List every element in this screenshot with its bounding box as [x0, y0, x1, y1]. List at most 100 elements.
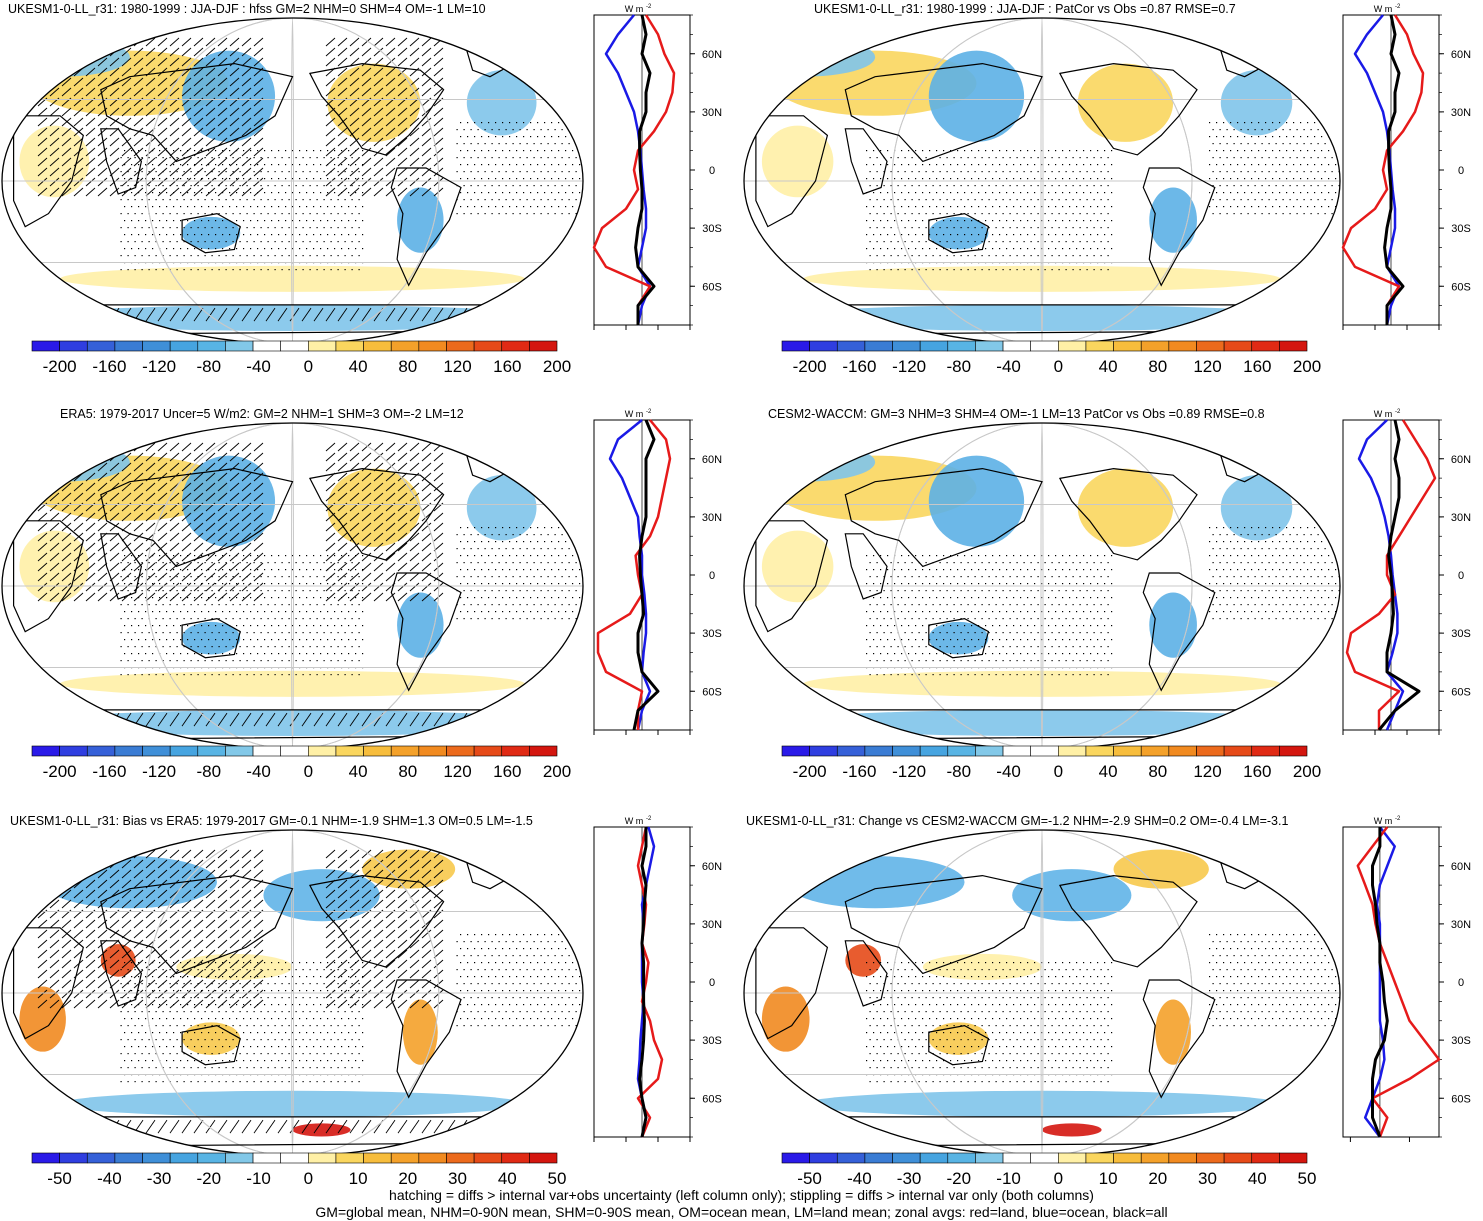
colorbar-tick-label: -40 — [246, 357, 271, 376]
colorbar-swatch — [1113, 340, 1142, 352]
panel-change-vs-cesm2: UKESM1-0-LL_r31: Change vs CESM2-WACCM G… — [742, 812, 1483, 1217]
colorbar-tick-label: -160 — [92, 762, 126, 781]
colorbar-swatch — [1002, 340, 1031, 352]
colorbar-swatch — [864, 745, 893, 757]
colorbar-swatch — [1251, 1152, 1280, 1164]
colorbar-swatch — [1223, 745, 1253, 757]
colorbar-tick-label: 40 — [1248, 1169, 1267, 1188]
zonal-line-all — [632, 419, 660, 731]
colorbar-tick-label: -160 — [92, 357, 126, 376]
zonal-line-ocean — [1353, 14, 1401, 326]
global-map — [1, 17, 584, 345]
lat-tick-label: 60N — [1451, 861, 1471, 873]
colorbar-swatch — [947, 340, 976, 352]
colorbar-swatch — [529, 745, 558, 757]
colorbar-tick-label: -40 — [847, 1169, 872, 1188]
panel-title: CESM2-WACCM: GM=3 NHM=3 SHM=4 OM=-1 LM=1… — [768, 407, 1265, 421]
colorbar-swatch — [252, 745, 281, 757]
colorbar-swatch — [363, 1152, 392, 1164]
colorbar-swatch — [892, 1152, 921, 1164]
colorbar-swatch — [501, 1152, 530, 1164]
lat-tick-label: 0 — [1458, 570, 1464, 582]
lat-tick-label: 30N — [1451, 512, 1471, 524]
map-field — [744, 830, 1340, 1156]
colorbar-tick-label: -30 — [147, 1169, 172, 1188]
colorbar-swatch — [169, 745, 199, 757]
global-map — [1, 829, 584, 1157]
colorbar-swatch — [836, 340, 866, 352]
colorbar-swatch — [473, 745, 503, 757]
zonal-line-ocean — [608, 419, 652, 731]
colorbar-swatch — [169, 1152, 199, 1164]
colorbar-swatch — [919, 745, 949, 757]
zonal-line-land — [636, 826, 664, 1138]
colorbar-swatch — [501, 340, 530, 352]
colorbar-swatch — [473, 1152, 503, 1164]
colorbar-swatch — [1140, 745, 1170, 757]
units-label: W m — [1374, 4, 1393, 14]
lat-tick-label: 60S — [1451, 686, 1471, 698]
colorbar-tick-label: -80 — [197, 357, 222, 376]
colorbar-swatch — [1058, 1152, 1087, 1164]
map-field — [2, 830, 583, 1156]
colorbar-tick-label: 200 — [1293, 762, 1321, 781]
colorbar-swatch — [390, 1152, 420, 1164]
colorbar-tick-label: -80 — [947, 357, 972, 376]
colorbar-tick-label: -200 — [43, 762, 77, 781]
colorbar-swatch — [335, 340, 364, 352]
colorbar-tick-label: 120 — [1193, 762, 1221, 781]
lat-tick-label: 30S — [1451, 628, 1471, 640]
colorbar-tick-label: 10 — [349, 1169, 368, 1188]
colorbar-swatch — [809, 1152, 838, 1164]
colorbar-tick-label: 10 — [1099, 1169, 1118, 1188]
colorbar: -50 -40 -30 -20 -10 0 10 20 30 40 50 — [781, 1152, 1316, 1188]
colorbar-swatch — [142, 340, 171, 352]
colorbar-swatch — [529, 1152, 558, 1164]
colorbar-swatch — [418, 1152, 447, 1164]
colorbar-swatch — [1168, 745, 1197, 757]
colorbar-swatch — [1030, 340, 1059, 352]
colorbar-swatch — [252, 340, 281, 352]
colorbar-swatch — [114, 1152, 143, 1164]
zonal-line-land — [592, 14, 676, 325]
units-label: W m — [1374, 409, 1393, 419]
colorbar-swatch — [31, 1152, 60, 1164]
lat-tick-label: 60N — [702, 49, 722, 61]
colorbar-tick-label: 80 — [1148, 357, 1167, 376]
colorbar-swatch — [390, 745, 420, 757]
lat-tick-label: 60N — [1451, 454, 1471, 466]
zonal-line-all — [1371, 827, 1389, 1138]
colorbar-swatch — [473, 340, 503, 352]
colorbar-swatch — [836, 1152, 866, 1164]
colorbar-tick-label: 40 — [1099, 357, 1118, 376]
colorbar-swatch — [1058, 745, 1087, 757]
panel-ukesm-patcor: UKESM1-0-LL_r31: 1980-1999 : JJA-DJF : P… — [742, 0, 1483, 405]
colorbar-tick-label: 20 — [1148, 1169, 1167, 1188]
colorbar-tick-label: -120 — [892, 357, 926, 376]
footer-note-1: hatching = diffs > internal var+obs unce… — [389, 1187, 1094, 1203]
map-field — [744, 18, 1340, 344]
map-field — [2, 18, 583, 344]
panel-cesm2-waccm: CESM2-WACCM: GM=3 NHM=3 SHM=4 OM=-1 LM=1… — [742, 405, 1483, 810]
lat-tick-label: 60S — [1451, 281, 1471, 293]
colorbar-swatch — [1168, 1152, 1197, 1164]
units-label: W m — [625, 4, 644, 14]
global-map — [743, 422, 1341, 750]
map-field — [744, 423, 1340, 749]
colorbar-swatch — [1085, 1152, 1114, 1164]
colorbar-swatch — [919, 1152, 949, 1164]
colorbar-swatch — [390, 340, 420, 352]
colorbar-tick-label: 40 — [349, 762, 368, 781]
colorbar-swatch — [1085, 745, 1114, 757]
colorbar-swatch — [1279, 340, 1308, 352]
colorbar: -200 -160 -120 -80 -40 0 40 80 120 160 200 — [781, 340, 1321, 376]
colorbar-swatch — [1196, 1152, 1225, 1164]
colorbar-swatch — [1002, 1152, 1031, 1164]
colorbar-swatch — [892, 340, 921, 352]
colorbar-tick-label: 0 — [1054, 1169, 1063, 1188]
global-map — [743, 829, 1341, 1157]
lat-tick-label: 60N — [1451, 49, 1471, 61]
